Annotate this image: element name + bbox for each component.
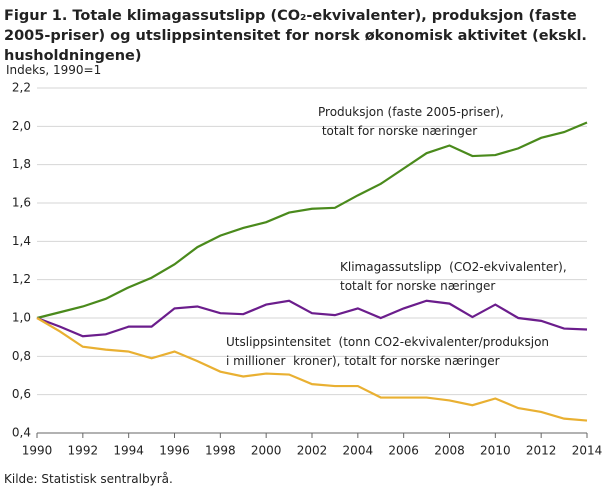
y-tick-label: 0,4 bbox=[12, 426, 31, 440]
x-tick-label: 1992 bbox=[68, 444, 99, 458]
x-tick-label: 2010 bbox=[480, 444, 511, 458]
series-line bbox=[36, 317, 588, 422]
x-tick-label: 1990 bbox=[22, 444, 53, 458]
series-label: Produksjon (faste 2005-priser), totalt f… bbox=[318, 105, 504, 138]
x-tick-label: 2000 bbox=[251, 444, 282, 458]
y-tick-label: 1,8 bbox=[12, 157, 31, 171]
x-tick-label: 2014 bbox=[572, 444, 603, 458]
y-tick-label: 0,6 bbox=[12, 387, 31, 401]
y-tick-label: 1,6 bbox=[12, 196, 31, 210]
chart-title: Figur 1. Totale klimagassutslipp (CO₂-ek… bbox=[4, 8, 587, 64]
y-tick-label: 1,0 bbox=[12, 311, 31, 325]
x-tick-label: 1996 bbox=[159, 444, 190, 458]
y-tick-label: 1,2 bbox=[12, 272, 31, 286]
y-tick-label: 1,4 bbox=[12, 234, 31, 248]
x-tick-label: 1998 bbox=[205, 444, 236, 458]
source: Kilde: Statistisk sentralbyrå. bbox=[4, 472, 173, 486]
y-axis-label: Indeks, 1990=1 bbox=[6, 63, 102, 77]
x-tick-label: 1994 bbox=[113, 444, 144, 458]
x-tick-label: 2012 bbox=[526, 444, 557, 458]
x-tick-label: 2006 bbox=[388, 444, 419, 458]
series-label: Utslippsintensitet (tonn CO2-ekvivalente… bbox=[226, 335, 550, 368]
y-tick-label: 0,8 bbox=[12, 349, 31, 363]
series-line bbox=[36, 299, 588, 338]
x-tick-label: 2008 bbox=[434, 444, 465, 458]
x-tick-label: 2004 bbox=[343, 444, 374, 458]
y-tick-label: 2,0 bbox=[12, 119, 31, 133]
series-label: Klimagassutslipp (CO2-ekvivalenter), tot… bbox=[340, 260, 567, 293]
series-line bbox=[36, 121, 588, 320]
x-tick-label: 2002 bbox=[297, 444, 328, 458]
y-tick-label: 2,2 bbox=[12, 81, 31, 95]
